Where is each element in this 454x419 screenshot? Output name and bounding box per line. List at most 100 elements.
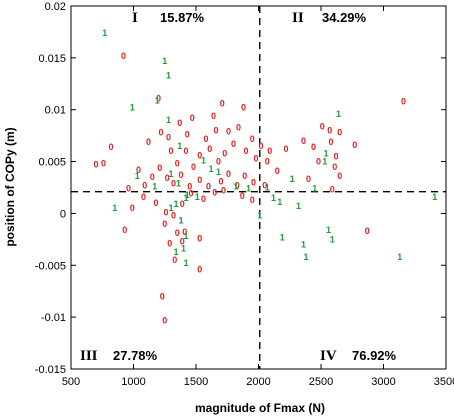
data-point-0: 0 xyxy=(182,227,187,237)
data-point-0: 0 xyxy=(241,103,246,113)
data-point-0: 0 xyxy=(332,162,337,172)
data-point-0: 0 xyxy=(172,255,177,265)
data-point-1: 1 xyxy=(183,193,188,203)
data-point-0: 0 xyxy=(262,180,267,190)
data-point-0: 0 xyxy=(197,175,202,185)
data-point-0: 0 xyxy=(163,207,168,217)
data-point-0: 0 xyxy=(191,162,196,172)
data-point-0: 0 xyxy=(108,142,113,152)
data-point-1: 1 xyxy=(312,184,317,194)
data-point-0: 0 xyxy=(212,188,217,198)
data-point-1: 1 xyxy=(277,197,282,207)
data-point-0: 0 xyxy=(201,194,206,204)
data-point-0: 0 xyxy=(101,159,106,169)
data-point-0: 0 xyxy=(162,315,167,325)
data-point-0: 0 xyxy=(93,160,98,170)
data-point-0: 0 xyxy=(328,137,333,147)
x-tick-label: 2500 xyxy=(309,376,333,388)
quadrant-ii-percent: 34.29% xyxy=(322,10,367,25)
data-point-0: 0 xyxy=(122,225,127,235)
data-point-0: 0 xyxy=(231,139,236,149)
data-point-0: 0 xyxy=(301,136,306,146)
data-point-1: 1 xyxy=(177,141,182,151)
data-point-1: 1 xyxy=(183,258,188,268)
y-tick-label: 0.02 xyxy=(45,1,66,13)
quadrant-labels: I 15.87% II 34.29% III 27.78% IV 76.92% xyxy=(80,10,397,364)
data-point-0: 0 xyxy=(136,165,141,175)
data-point-0: 0 xyxy=(320,121,325,131)
y-tick-label: -0.015 xyxy=(35,364,66,376)
data-point-0: 0 xyxy=(265,157,270,167)
x-tick-label: 3000 xyxy=(371,376,395,388)
data-point-0: 0 xyxy=(178,170,183,180)
data-point-1: 1 xyxy=(246,184,251,194)
data-point-1: 1 xyxy=(181,244,186,254)
data-point-0: 0 xyxy=(211,111,216,121)
data-point-0: 0 xyxy=(226,169,231,179)
data-point-1: 1 xyxy=(130,103,135,113)
data-point-0: 0 xyxy=(235,180,240,190)
data-point-0: 0 xyxy=(218,176,223,186)
data-point-1: 1 xyxy=(257,211,262,221)
quadrant-i-numeral: I xyxy=(132,10,138,26)
data-point-0: 0 xyxy=(337,128,342,138)
data-point-0: 0 xyxy=(197,233,202,243)
data-point-0: 0 xyxy=(160,291,165,301)
data-point-0: 0 xyxy=(251,177,256,187)
data-point-1: 1 xyxy=(185,190,190,200)
quadrant-i-percent: 15.87% xyxy=(160,10,205,25)
data-point-0: 0 xyxy=(146,137,151,147)
quadrant-iii-numeral: III xyxy=(80,348,98,364)
data-point-0: 0 xyxy=(327,125,332,135)
data-point-0: 0 xyxy=(171,211,176,221)
data-point-0: 0 xyxy=(226,126,231,136)
data-point-0: 0 xyxy=(197,150,202,160)
data-point-1: 1 xyxy=(173,199,178,209)
data-point-0: 0 xyxy=(333,151,338,161)
data-point-0: 0 xyxy=(121,51,126,61)
data-point-1: 1 xyxy=(152,181,157,191)
data-point-1: 1 xyxy=(303,252,308,262)
data-point-0: 0 xyxy=(207,144,212,154)
data-point-0: 0 xyxy=(167,239,172,249)
y-tick-label: 0.015 xyxy=(38,53,66,65)
data-point-0: 0 xyxy=(166,133,171,143)
data-point-0: 0 xyxy=(216,157,221,167)
data-point-0: 0 xyxy=(177,118,182,128)
data-point-0: 0 xyxy=(156,93,161,103)
data-point-0: 0 xyxy=(306,174,311,184)
data-point-1: 1 xyxy=(280,232,285,242)
y-tick-label: -0.005 xyxy=(35,260,66,272)
data-point-0: 0 xyxy=(236,122,241,132)
plot-area xyxy=(71,6,446,369)
data-point-0: 0 xyxy=(175,228,180,238)
data-point-0: 0 xyxy=(157,163,162,173)
data-point-0: 0 xyxy=(243,146,248,156)
data-point-0: 0 xyxy=(175,159,180,169)
data-point-0: 0 xyxy=(330,185,335,195)
data-point-0: 0 xyxy=(283,144,288,154)
x-axis-title: magnitude of Fmax (N) xyxy=(195,401,325,415)
data-point-0: 0 xyxy=(316,157,321,167)
data-point-1: 1 xyxy=(168,169,173,179)
data-point-0: 0 xyxy=(180,199,185,209)
data-point-1: 1 xyxy=(301,240,306,250)
data-point-1: 1 xyxy=(336,109,341,119)
data-point-0: 0 xyxy=(203,134,208,144)
data-point-0: 0 xyxy=(253,153,258,163)
data-point-1: 1 xyxy=(173,247,178,257)
data-point-0: 0 xyxy=(187,181,192,191)
x-tick-label: 1500 xyxy=(184,376,208,388)
data-point-0: 0 xyxy=(311,142,316,152)
data-point-0: 0 xyxy=(130,203,135,213)
data-point-0: 0 xyxy=(185,130,190,140)
data-point-0: 0 xyxy=(220,98,225,108)
data-point-1: 1 xyxy=(166,115,171,125)
data-point-1: 1 xyxy=(326,225,331,235)
data-point-1: 1 xyxy=(330,234,335,244)
data-point-0: 0 xyxy=(221,186,226,196)
data-point-1: 1 xyxy=(176,178,181,188)
data-point-1: 1 xyxy=(290,174,295,184)
y-tick-label: -0.01 xyxy=(41,312,66,324)
